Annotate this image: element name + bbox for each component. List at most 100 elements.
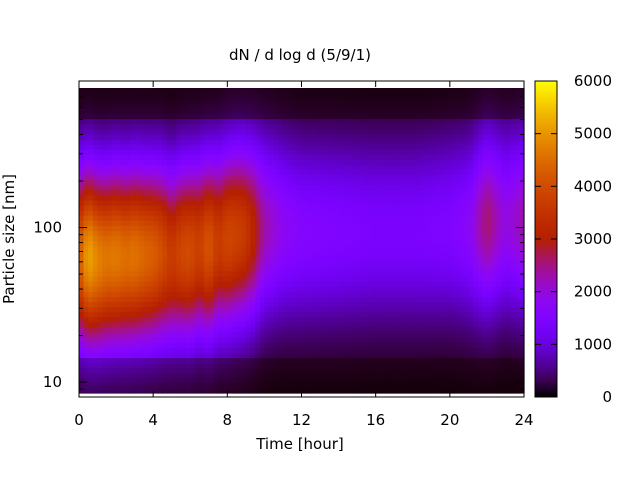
heatmap-cell bbox=[79, 362, 85, 369]
heatmap-cell bbox=[236, 225, 242, 231]
heatmap-cell bbox=[426, 326, 432, 333]
heatmap-cell bbox=[241, 149, 247, 155]
heatmap-cell bbox=[167, 103, 173, 109]
heatmap-cell bbox=[320, 372, 326, 379]
heatmap-cell bbox=[412, 169, 418, 176]
heatmap-cell bbox=[134, 332, 140, 338]
heatmap-cell bbox=[384, 321, 391, 328]
heatmap-cell bbox=[292, 189, 298, 196]
heatmap-cell bbox=[134, 250, 140, 257]
heatmap-cell bbox=[208, 347, 215, 353]
heatmap-cell bbox=[384, 179, 391, 186]
heatmap-cell bbox=[106, 326, 113, 333]
heatmap-cell bbox=[102, 154, 108, 160]
heatmap-cell bbox=[79, 347, 85, 353]
heatmap-cell bbox=[83, 88, 89, 94]
heatmap-cell bbox=[97, 169, 103, 176]
heatmap-cell bbox=[282, 250, 289, 257]
heatmap-cell bbox=[315, 133, 321, 140]
heatmap-cell bbox=[222, 113, 228, 120]
heatmap-cell bbox=[292, 271, 298, 277]
heatmap-cell bbox=[241, 255, 247, 262]
heatmap-cell bbox=[97, 281, 103, 287]
heatmap-cell bbox=[116, 372, 122, 379]
heatmap-cell bbox=[347, 220, 354, 226]
heatmap-cell bbox=[245, 194, 252, 201]
heatmap-cell bbox=[180, 128, 187, 135]
heatmap-cell bbox=[185, 88, 191, 94]
heatmap-cell bbox=[180, 199, 187, 206]
heatmap-cell bbox=[375, 220, 381, 226]
heatmap-cell bbox=[449, 118, 456, 125]
heatmap-cell bbox=[213, 235, 219, 242]
heatmap-cell bbox=[389, 286, 395, 292]
heatmap-cell bbox=[116, 220, 122, 226]
heatmap-cell bbox=[245, 98, 252, 104]
heatmap-cell bbox=[292, 98, 298, 104]
heatmap-cell bbox=[412, 372, 418, 379]
heatmap-cell bbox=[403, 179, 409, 186]
heatmap-cell bbox=[79, 332, 85, 338]
heatmap-cell bbox=[287, 286, 293, 292]
heatmap-cell bbox=[264, 301, 270, 308]
heatmap-cell bbox=[315, 276, 321, 282]
heatmap-cell bbox=[143, 133, 150, 140]
heatmap-cell bbox=[380, 306, 386, 313]
heatmap-cell bbox=[139, 149, 145, 155]
heatmap-cell bbox=[333, 133, 340, 140]
heatmap-cell bbox=[329, 98, 335, 104]
heatmap-cell bbox=[218, 108, 224, 115]
heatmap-cell bbox=[120, 286, 126, 292]
heatmap-cell bbox=[380, 342, 386, 348]
heatmap-cell bbox=[278, 362, 284, 369]
heatmap-cell bbox=[116, 88, 122, 94]
heatmap-cell bbox=[176, 210, 182, 216]
heatmap-cell bbox=[213, 260, 219, 267]
heatmap-cell bbox=[301, 215, 307, 221]
heatmap-cell bbox=[273, 143, 279, 150]
heatmap-cell bbox=[273, 108, 279, 115]
heatmap-cell bbox=[384, 281, 391, 287]
heatmap-cell bbox=[463, 357, 469, 364]
heatmap-cell bbox=[213, 164, 219, 170]
heatmap-cell bbox=[222, 311, 228, 318]
heatmap-cell bbox=[111, 342, 117, 348]
heatmap-cell bbox=[329, 362, 335, 369]
heatmap-cell bbox=[79, 159, 85, 165]
heatmap-cell bbox=[296, 138, 303, 145]
heatmap-cell bbox=[329, 326, 335, 333]
heatmap-cell bbox=[208, 169, 215, 176]
heatmap-cell bbox=[129, 387, 136, 394]
heatmap-cell bbox=[412, 204, 418, 211]
heatmap-cell bbox=[167, 387, 173, 394]
heatmap-cell bbox=[380, 311, 386, 318]
heatmap-cell bbox=[366, 301, 372, 308]
heatmap-cell bbox=[338, 306, 344, 313]
heatmap-cell bbox=[301, 332, 307, 338]
heatmap-cell bbox=[153, 306, 159, 313]
heatmap-cell bbox=[129, 250, 136, 257]
heatmap-cell bbox=[412, 230, 418, 237]
heatmap-cell bbox=[426, 357, 432, 364]
heatmap-cell bbox=[347, 103, 354, 109]
heatmap-cell bbox=[315, 154, 321, 160]
heatmap-cell bbox=[352, 337, 358, 343]
heatmap-cell bbox=[357, 225, 363, 231]
heatmap-cell bbox=[445, 286, 451, 292]
heatmap-cell bbox=[384, 362, 391, 369]
heatmap-cell bbox=[176, 382, 182, 389]
heatmap-cell bbox=[287, 306, 293, 313]
heatmap-cell bbox=[102, 164, 108, 170]
heatmap-cell bbox=[269, 316, 275, 323]
heatmap-cell bbox=[426, 271, 432, 277]
heatmap-cell bbox=[273, 337, 279, 343]
heatmap-cell bbox=[88, 123, 94, 130]
heatmap-cell bbox=[371, 159, 377, 165]
heatmap-cell bbox=[208, 128, 215, 135]
heatmap-cell bbox=[463, 372, 469, 379]
heatmap-cell bbox=[194, 286, 201, 292]
heatmap-cell bbox=[157, 194, 164, 201]
heatmap-cell bbox=[218, 347, 224, 353]
heatmap-cell bbox=[366, 276, 372, 282]
heatmap-cell bbox=[208, 291, 215, 298]
